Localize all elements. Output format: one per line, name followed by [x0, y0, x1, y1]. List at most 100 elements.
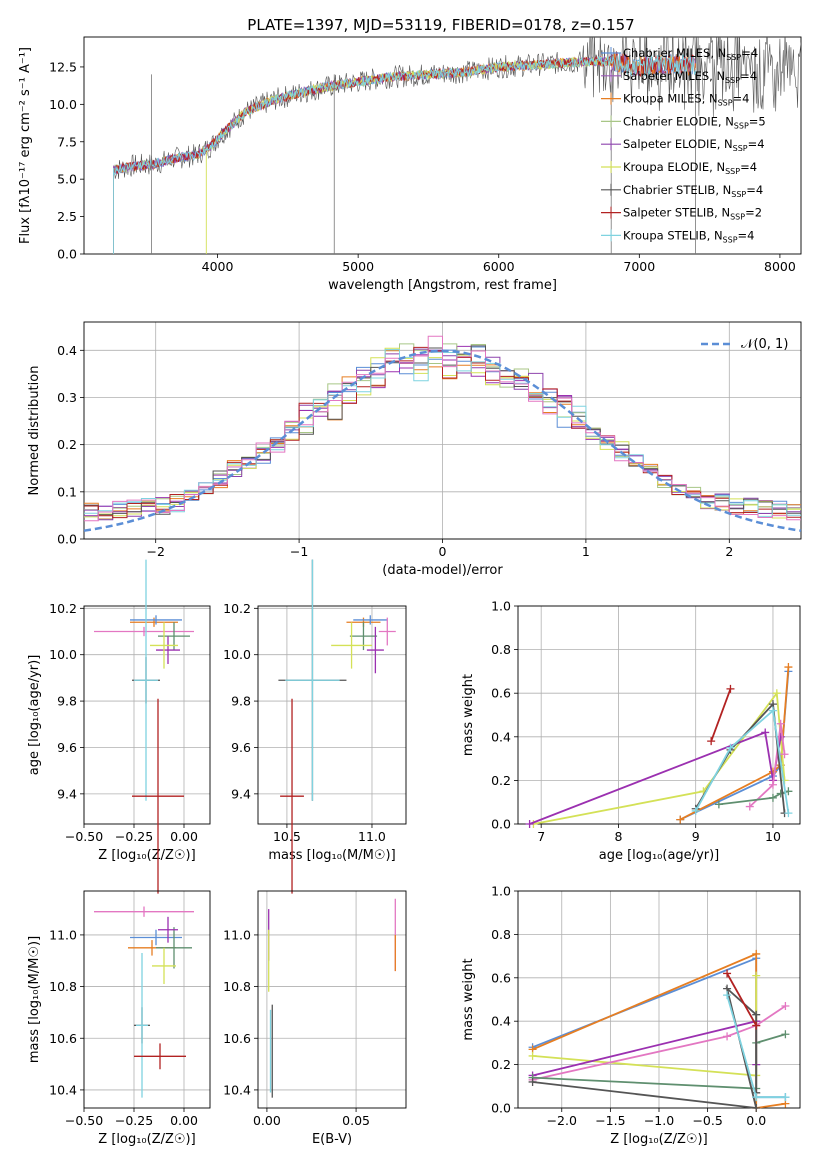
mass-weight-marker	[752, 971, 761, 980]
mass-weight-marker	[784, 663, 793, 672]
y-tick-label: 0.4	[491, 1014, 511, 1029]
x-tick-label: 10.5	[273, 829, 301, 844]
y-tick-label: 0.2	[57, 437, 77, 452]
mass-weight-marker	[768, 767, 777, 776]
mass-weight-vs-age-panel: 7 8 9 10 0.0 0.2 0.4 0.6 0.8 1.0 age [log₁₀(age/yr…	[461, 599, 801, 863]
axes-frame	[83, 36, 802, 255]
mass-weight-line	[694, 702, 786, 814]
legend-n: N	[714, 228, 723, 242]
legend-entry: Chabrier STELIB, NSSP=4	[623, 183, 763, 199]
legend-entry: Kroupa MILES, NSSP=4	[623, 92, 750, 108]
mass-weight-marker	[761, 728, 770, 737]
axes-frame	[517, 890, 801, 1109]
mass-weight-marker	[784, 809, 793, 818]
legend-n: N	[723, 183, 732, 197]
mass-weight-line	[532, 975, 758, 1077]
mass-weight-marker	[772, 689, 781, 698]
legend-val: =4	[733, 92, 750, 106]
y-tick-label: 0.4	[57, 343, 77, 358]
x-tick-label: −0.25	[115, 1113, 153, 1128]
x-tick-label: 8000	[764, 259, 796, 274]
y-tick-label: 0.0	[57, 532, 77, 547]
x-tick-label: −0.25	[115, 829, 153, 844]
x-axis-label: (data-model)/error	[382, 563, 503, 578]
legend-val: =5	[749, 114, 766, 128]
legend-n: N	[716, 69, 725, 83]
x-tick-label: 8	[614, 829, 622, 844]
x-tick-label: 0	[439, 544, 447, 559]
residuals-panel: −2 −1 0 1 2 0.0 0.1 0.2 0.3 0.4 (data-model)/error…	[27, 321, 802, 578]
y-tick-label: 9.8	[57, 694, 77, 709]
spectrum-series-line	[205, 56, 612, 254]
legend-entry: Chabrier MILES, NSSP=4	[623, 46, 758, 62]
y-tick-label: 5.0	[57, 172, 77, 187]
y-tick-label: 9.4	[57, 786, 77, 801]
mass-weight-marker	[781, 1030, 790, 1039]
y-tick-label: 0.3	[57, 390, 77, 405]
axes-frame	[257, 890, 407, 1109]
mass-weight-marker	[768, 706, 777, 715]
legend-sub: SSP	[726, 53, 741, 62]
y-axis-label: Normed distribution	[27, 366, 42, 496]
mass-weight-marker	[752, 1104, 761, 1112]
mass-vs-Z-panel: −0.50 −0.25 0.00 10.4 10.6 10.8 11.0 Z [log₁₀(Z…	[27, 890, 211, 1147]
y-tick-label: 0.0	[491, 817, 511, 832]
legend-n: N	[718, 46, 727, 60]
y-tick-label: 11.0	[49, 927, 77, 942]
y-tick-label: 10.4	[223, 1082, 251, 1097]
axes-frame	[83, 605, 211, 825]
age-vs-Z-panel: −0.50 −0.25 0.00 9.4 9.6 9.8 10.0 10.2 Z [log₁₀(…	[27, 559, 211, 894]
x-tick-label: 6000	[483, 259, 515, 274]
x-tick-label: 10	[765, 829, 781, 844]
legend-entry: Salpeter ELODIE, NSSP=4	[623, 137, 765, 153]
legend-sub: SSP	[730, 213, 745, 222]
y-tick-label: 0.2	[491, 773, 511, 788]
legend-n: N	[716, 160, 725, 174]
x-tick-label: 9	[692, 829, 700, 844]
x-tick-label: 4000	[202, 259, 234, 274]
y-tick-label: 10.4	[49, 1082, 77, 1097]
mass-weight-marker	[781, 1002, 790, 1011]
mass-weight-marker	[676, 815, 685, 824]
mass-weight-line	[533, 690, 786, 825]
x-tick-label: 0.05	[342, 1113, 370, 1128]
legend-entry: 𝒩(0, 1)	[741, 337, 788, 352]
figure-title: PLATE=1397, MJD=53119, FIBERID=0178, z=0…	[247, 16, 634, 34]
x-tick-label: −0.50	[65, 829, 103, 844]
x-tick-label: −1.0	[644, 1113, 674, 1128]
y-tick-label: 10.0	[49, 647, 77, 662]
y-tick-label: 0.8	[491, 927, 511, 942]
legend-val: =4	[738, 228, 755, 242]
mass-weight-marker	[752, 949, 761, 958]
y-tick-label: 9.4	[231, 786, 251, 801]
spectrum-panel: 4000 5000 6000 7000 8000 0.0 2.5 5.0 7.5 10.0 12.5…	[18, 36, 802, 293]
y-tick-label: 1.0	[491, 884, 511, 899]
y-tick-label: 10.0	[49, 97, 77, 112]
x-tick-label: 0.00	[170, 1113, 198, 1128]
legend-val: =4	[746, 183, 763, 197]
y-axis-label: mass [log₁₀(M/M☉)]	[27, 936, 42, 1063]
y-tick-label: 0.6	[491, 686, 511, 701]
y-tick-label: 7.5	[57, 134, 77, 149]
mass-weight-marker	[723, 1032, 732, 1041]
legend-sub: SSP	[718, 99, 733, 108]
x-tick-label: −2	[146, 544, 164, 559]
legend-entry: Kroupa ELODIE, NSSP=4	[623, 160, 757, 176]
mass-weight-marker	[691, 806, 700, 815]
mass-weight-marker	[780, 750, 789, 759]
legend-sub: SSP	[723, 235, 738, 244]
mass-weight-line	[679, 666, 790, 821]
x-tick-label: 0.0	[746, 1113, 766, 1128]
legend-n: N	[721, 206, 730, 220]
x-axis-label: Z [log₁₀(Z/Z☉)]	[98, 1132, 195, 1147]
y-axis-label: mass weight	[461, 674, 476, 756]
mass-vs-EBV-panel: 0.00 0.05 10.4 10.6 10.8 11.0 E(B-V)	[223, 890, 407, 1147]
mass-weight-marker	[752, 1010, 761, 1019]
x-axis-label: Z [log₁₀(Z/Z☉)]	[98, 848, 195, 863]
legend-entry: Kroupa STELIB, NSSP=4	[623, 228, 754, 244]
x-axis-label: age [log₁₀(age/yr)]	[599, 848, 720, 863]
y-tick-label: 0.1	[57, 484, 77, 499]
x-tick-label: 7	[537, 829, 545, 844]
legend-sub: SSP	[725, 76, 740, 85]
y-tick-label: 0.8	[491, 642, 511, 657]
